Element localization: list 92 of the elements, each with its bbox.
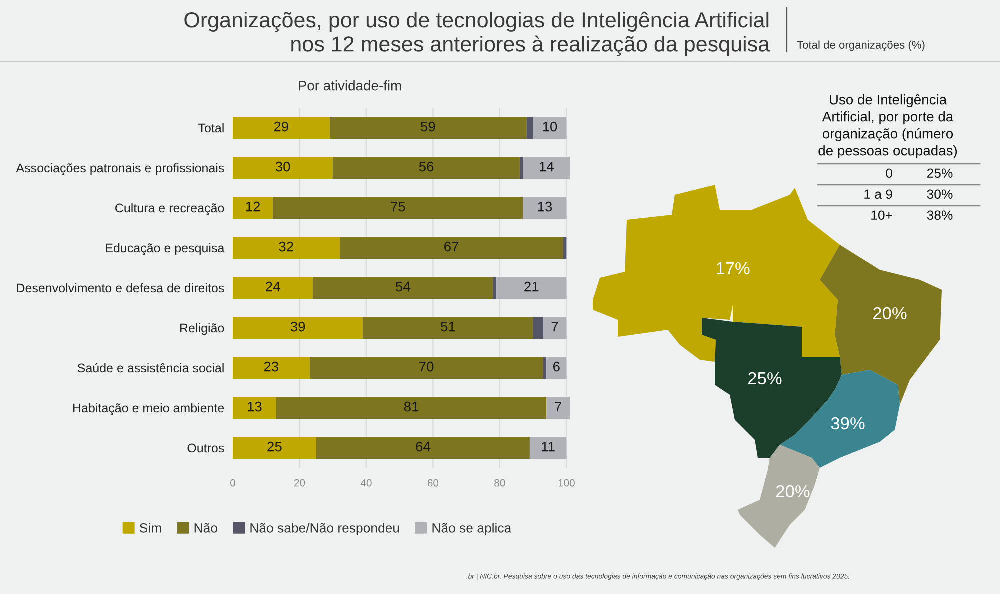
data-label: 59 [421, 122, 436, 132]
bar [546, 397, 570, 419]
bar [563, 237, 567, 259]
legend-label: Sim [140, 523, 162, 533]
data-label: 13 [248, 402, 262, 412]
text: 20% [874, 307, 907, 320]
y-tick-label: Outros [188, 444, 224, 453]
bar [276, 397, 547, 419]
category-label: 0 [886, 168, 892, 178]
y-tick-label: Habitação e meio ambiente [74, 403, 224, 416]
data-label: 21 [524, 282, 539, 292]
text: 17% [716, 262, 750, 275]
bar [533, 317, 544, 339]
text: 30% [927, 190, 953, 200]
data-label: 14 [540, 162, 554, 172]
data-label: 10 [543, 122, 558, 132]
category-label: 10+ [872, 210, 892, 220]
text: 20% [776, 485, 810, 498]
data-label: 7 [552, 322, 558, 332]
bar [233, 117, 330, 139]
data-label: 12 [246, 202, 260, 212]
text: 39% [831, 417, 865, 430]
text: 38% [927, 210, 953, 220]
category-label: 1 a 9 [864, 190, 892, 200]
data-label: 25 [268, 442, 282, 452]
data-label: 51 [441, 322, 456, 332]
x-tick-label: 60 [428, 479, 439, 487]
bar [523, 157, 570, 179]
bar [493, 277, 497, 299]
bar [333, 157, 520, 179]
bar [233, 157, 334, 179]
data-label: 11 [542, 442, 555, 452]
data-label: 39 [290, 322, 306, 332]
y-tick-label: Total [198, 123, 224, 133]
y-tick-label: Saúde e assistência social [78, 363, 224, 373]
y-tick-label: Educação e pesquisa [106, 243, 225, 256]
x-tick-label: 20 [294, 479, 306, 487]
text: 25% [927, 168, 953, 178]
data-label: 13 [538, 202, 552, 212]
bar [313, 277, 494, 299]
bar [533, 117, 567, 139]
text: Total de organizações (%) [797, 40, 925, 52]
bar [496, 277, 567, 299]
x-tick-label: 80 [494, 479, 506, 487]
x-tick-label: 100 [558, 479, 575, 487]
text: Organizações, por uso de tecnologias de Inteligência Artificial nos 12 meses anteriores à realização da pesquisa [184, 12, 770, 56]
bar [233, 197, 274, 219]
data-label: 7 [555, 402, 562, 412]
bar [233, 237, 340, 259]
bar [520, 157, 524, 179]
bar [543, 317, 567, 339]
bar [233, 437, 316, 459]
data-label: 23 [264, 362, 278, 372]
chart-title: Por atividade-fim [299, 80, 402, 91]
bar [233, 397, 276, 419]
bar [363, 317, 534, 339]
bar [316, 437, 530, 459]
data-label: 32 [279, 242, 294, 252]
bar [233, 317, 364, 339]
data-label: 64 [416, 442, 431, 452]
data-label: 29 [274, 122, 288, 132]
legend-label: Não [194, 523, 218, 533]
text: Uso de Inteligência Artificial, por porte da organização (número de pessoas ocupadas) [818, 94, 958, 158]
data-label: 30 [276, 162, 290, 172]
legend-label: Não sabe/Não respondeu [250, 523, 400, 536]
data-label: 54 [396, 282, 410, 292]
bar [233, 357, 310, 379]
data-label: 56 [419, 162, 434, 172]
x-tick-label: 0 [230, 479, 236, 487]
bar [526, 117, 534, 139]
legend-label: Não se aplica [432, 523, 512, 536]
bar [543, 357, 547, 379]
data-label: 81 [404, 402, 419, 412]
bar [273, 197, 524, 219]
y-tick-label: Desenvolvimento e defesa de direitos [17, 283, 224, 293]
bar [530, 437, 567, 459]
y-tick-label: Cultura e recreação [116, 203, 224, 216]
bar [546, 357, 567, 379]
y-tick-label: Religião [180, 323, 224, 336]
bar [340, 237, 564, 259]
bar [310, 357, 544, 379]
y-tick-label: Associações patronais e profissionais [16, 163, 224, 176]
data-label: 6 [553, 362, 560, 372]
data-label: 24 [266, 282, 280, 292]
data-label: 70 [420, 362, 434, 372]
x-tick-label: 40 [360, 479, 372, 487]
text: 25% [748, 372, 782, 385]
bar [523, 197, 567, 219]
data-label: 75 [391, 202, 406, 212]
bar [233, 277, 314, 299]
data-label: 67 [444, 242, 459, 252]
bar [330, 117, 527, 139]
